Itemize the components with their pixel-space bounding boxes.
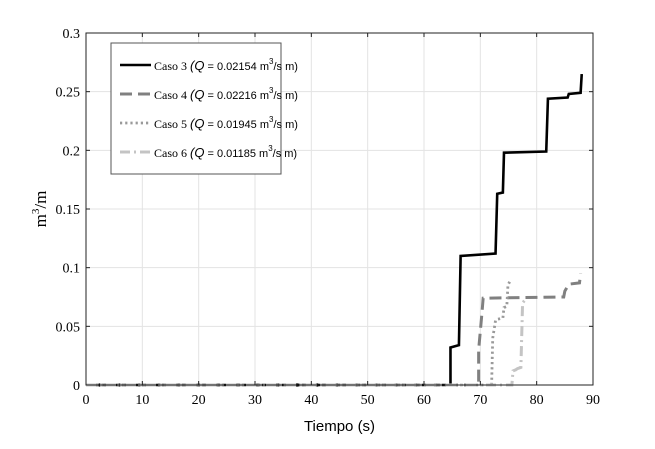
x-tick-label: 80: [530, 393, 544, 408]
x-axis-label: Tiempo (s): [304, 418, 375, 435]
y-tick-label: 0.15: [56, 203, 81, 218]
series-line-2: [86, 273, 583, 387]
legend: Caso 3 (Q = 0.02154 m3/s m) Caso 4 (Q = 0…: [110, 42, 298, 175]
y-tick-label: 0: [73, 379, 80, 394]
legend-entry-3: Caso 5 (Q = 0.01945 m3/s m): [154, 115, 298, 131]
x-tick-label: 20: [192, 393, 206, 408]
x-tick-label: 70: [473, 393, 487, 408]
y-tick-label: 0.25: [56, 86, 81, 101]
x-tick-label: 50: [361, 393, 375, 408]
y-axis-label-tail: /m: [31, 191, 50, 209]
legend-entry-1: Caso 3 (Q = 0.02154 m3/s m): [154, 57, 298, 73]
legend-entry-2: Caso 4 (Q = 0.02216 m3/s m): [154, 86, 298, 102]
y-tick-label: 0.2: [63, 144, 81, 159]
x-tick-label: 30: [248, 393, 262, 408]
axis-ticks: 0 10 20 30 40 50 60 70 80 90 0 0.05 0.1 0.15 0.2 0.25 0.…: [56, 27, 601, 408]
y-tick-label: 0.1: [63, 262, 81, 277]
y-axis-label-base: m: [31, 214, 50, 227]
series-line-3: [86, 281, 511, 387]
y-axis-label: m3/m: [30, 191, 50, 228]
x-tick-label: 0: [83, 393, 90, 408]
x-tick-label: 10: [135, 393, 149, 408]
series-line-4: [86, 297, 528, 387]
x-tick-label: 60: [417, 393, 431, 408]
y-tick-label: 0.05: [56, 320, 81, 335]
series-line-1: [86, 73, 584, 387]
x-tick-label: 90: [586, 393, 600, 408]
y-tick-label: 0.3: [63, 27, 81, 42]
series-lines: [86, 73, 584, 387]
x-tick-label: 40: [304, 393, 318, 408]
y-axis-label-sup: 3: [30, 208, 42, 214]
legend-entry-4: Caso 6 (Q = 0.01185 m3/s m): [154, 144, 297, 160]
